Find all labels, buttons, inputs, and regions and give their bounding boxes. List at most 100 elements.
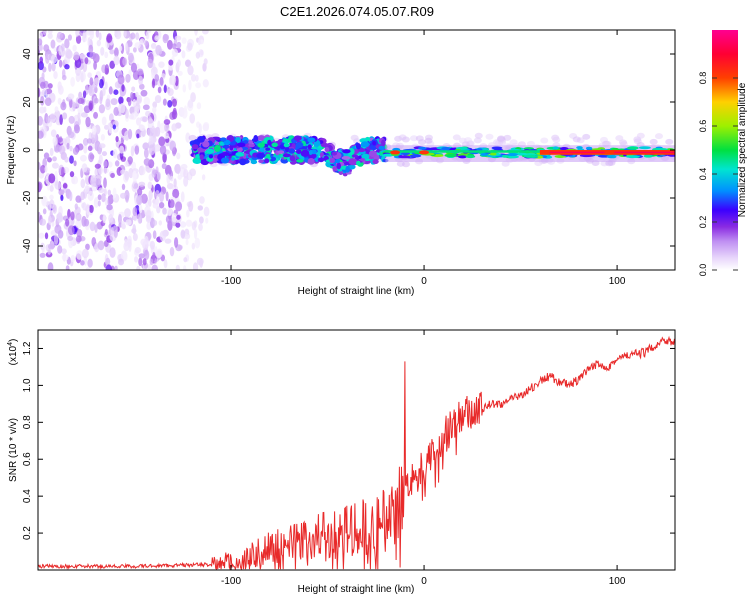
noise-speckle [56,31,63,40]
noise-speckle [175,201,183,212]
haze-cell [665,138,674,145]
noise-speckle [97,240,105,251]
noise-speckle [84,57,89,65]
noise-speckle [39,252,46,258]
noise-speckle [102,214,107,224]
noise-speckle [202,30,209,35]
signal-cell [372,140,377,146]
noise-speckle [180,229,186,239]
noise-speckle [38,181,43,191]
noise-speckle [83,218,90,227]
noise-speckle [138,75,144,85]
noise-speckle [70,76,75,87]
haze-cell [474,132,483,139]
noise-speckle [134,256,139,263]
noise-speckle [47,243,55,250]
noise-speckle [49,147,54,157]
noise-speckle [127,97,132,107]
noise-speckle [201,174,206,181]
stable-cell [398,155,411,159]
noise-speckle [47,83,53,89]
signal-cell [229,144,234,151]
signal-cell [307,158,315,165]
noise-speckle [113,106,120,116]
signal-cell [235,136,241,144]
stable-cell [626,146,639,150]
noise-speckle [67,34,72,41]
noise-speckle [198,123,202,134]
signal-cell [235,151,244,157]
snr-y-axis-label: SNR (10 * v/v) [8,418,19,482]
noise-speckle [77,98,85,104]
noise-speckle [139,83,145,90]
noise-speckle [106,204,113,211]
x-tick-label: -100 [221,276,241,287]
noise-speckle [137,68,144,76]
noise-speckle [159,191,165,203]
noise-speckle [147,58,154,69]
noise-speckle [172,188,180,199]
noise-speckle [43,44,50,52]
noise-speckle [157,48,162,55]
noise-speckle [38,161,41,171]
noise-speckle [51,162,59,169]
noise-speckle [128,114,134,120]
noise-speckle [53,71,58,80]
noise-speckle [136,265,141,270]
signal-cell [368,150,377,157]
y-tick-label: 0 [22,147,33,153]
noise-speckle [88,152,94,163]
noise-speckle [80,154,87,162]
stable-cell [444,154,457,158]
signal-cell [288,148,296,154]
noise-speckle [179,221,187,228]
stable-cell [585,146,593,150]
noise-speckle [197,38,201,46]
haze-cell [503,134,512,141]
signal-cell [308,150,313,156]
noise-speckle [45,115,51,124]
noise-speckle [51,62,56,72]
haze-cell [424,137,433,144]
noise-speckle [41,89,48,96]
noise-speckle [46,184,51,191]
noise-speckle [127,156,133,165]
noise-speckle [136,194,143,206]
noise-speckle [165,215,172,224]
noise-speckle [165,191,169,202]
signal-cell [351,154,359,158]
noise-speckle [81,248,89,259]
noise-speckle [120,250,128,261]
noise-speckle [47,262,54,270]
noise-speckle [77,143,84,151]
noise-speckle [89,30,95,40]
signal-cell [257,142,265,148]
noise-speckle [98,187,105,194]
noise-speckle [75,250,83,260]
stable-cell [559,147,569,151]
noise-speckle [130,91,134,101]
signal-cell [360,141,370,148]
noise-speckle [202,79,209,88]
signal-cell [230,157,236,161]
noise-speckle [78,91,83,100]
noise-speckle [61,43,65,52]
noise-speckle [98,104,106,114]
stable-cell [465,155,476,159]
noise-speckle [47,249,51,255]
stable-cell [638,146,651,150]
noise-speckle [156,248,163,258]
noise-speckle [124,160,129,168]
noise-speckle [138,257,143,267]
haze-cell [582,133,591,140]
signal-cell [264,158,270,164]
noise-speckle [175,264,180,270]
noise-speckle [62,112,68,120]
noise-speckle [85,203,90,214]
noise-speckle [150,42,157,49]
noise-speckle [102,86,106,96]
noise-speckle [169,199,175,208]
signal-cell [239,158,247,166]
noise-speckle [164,132,169,140]
noise-speckle [183,176,189,187]
